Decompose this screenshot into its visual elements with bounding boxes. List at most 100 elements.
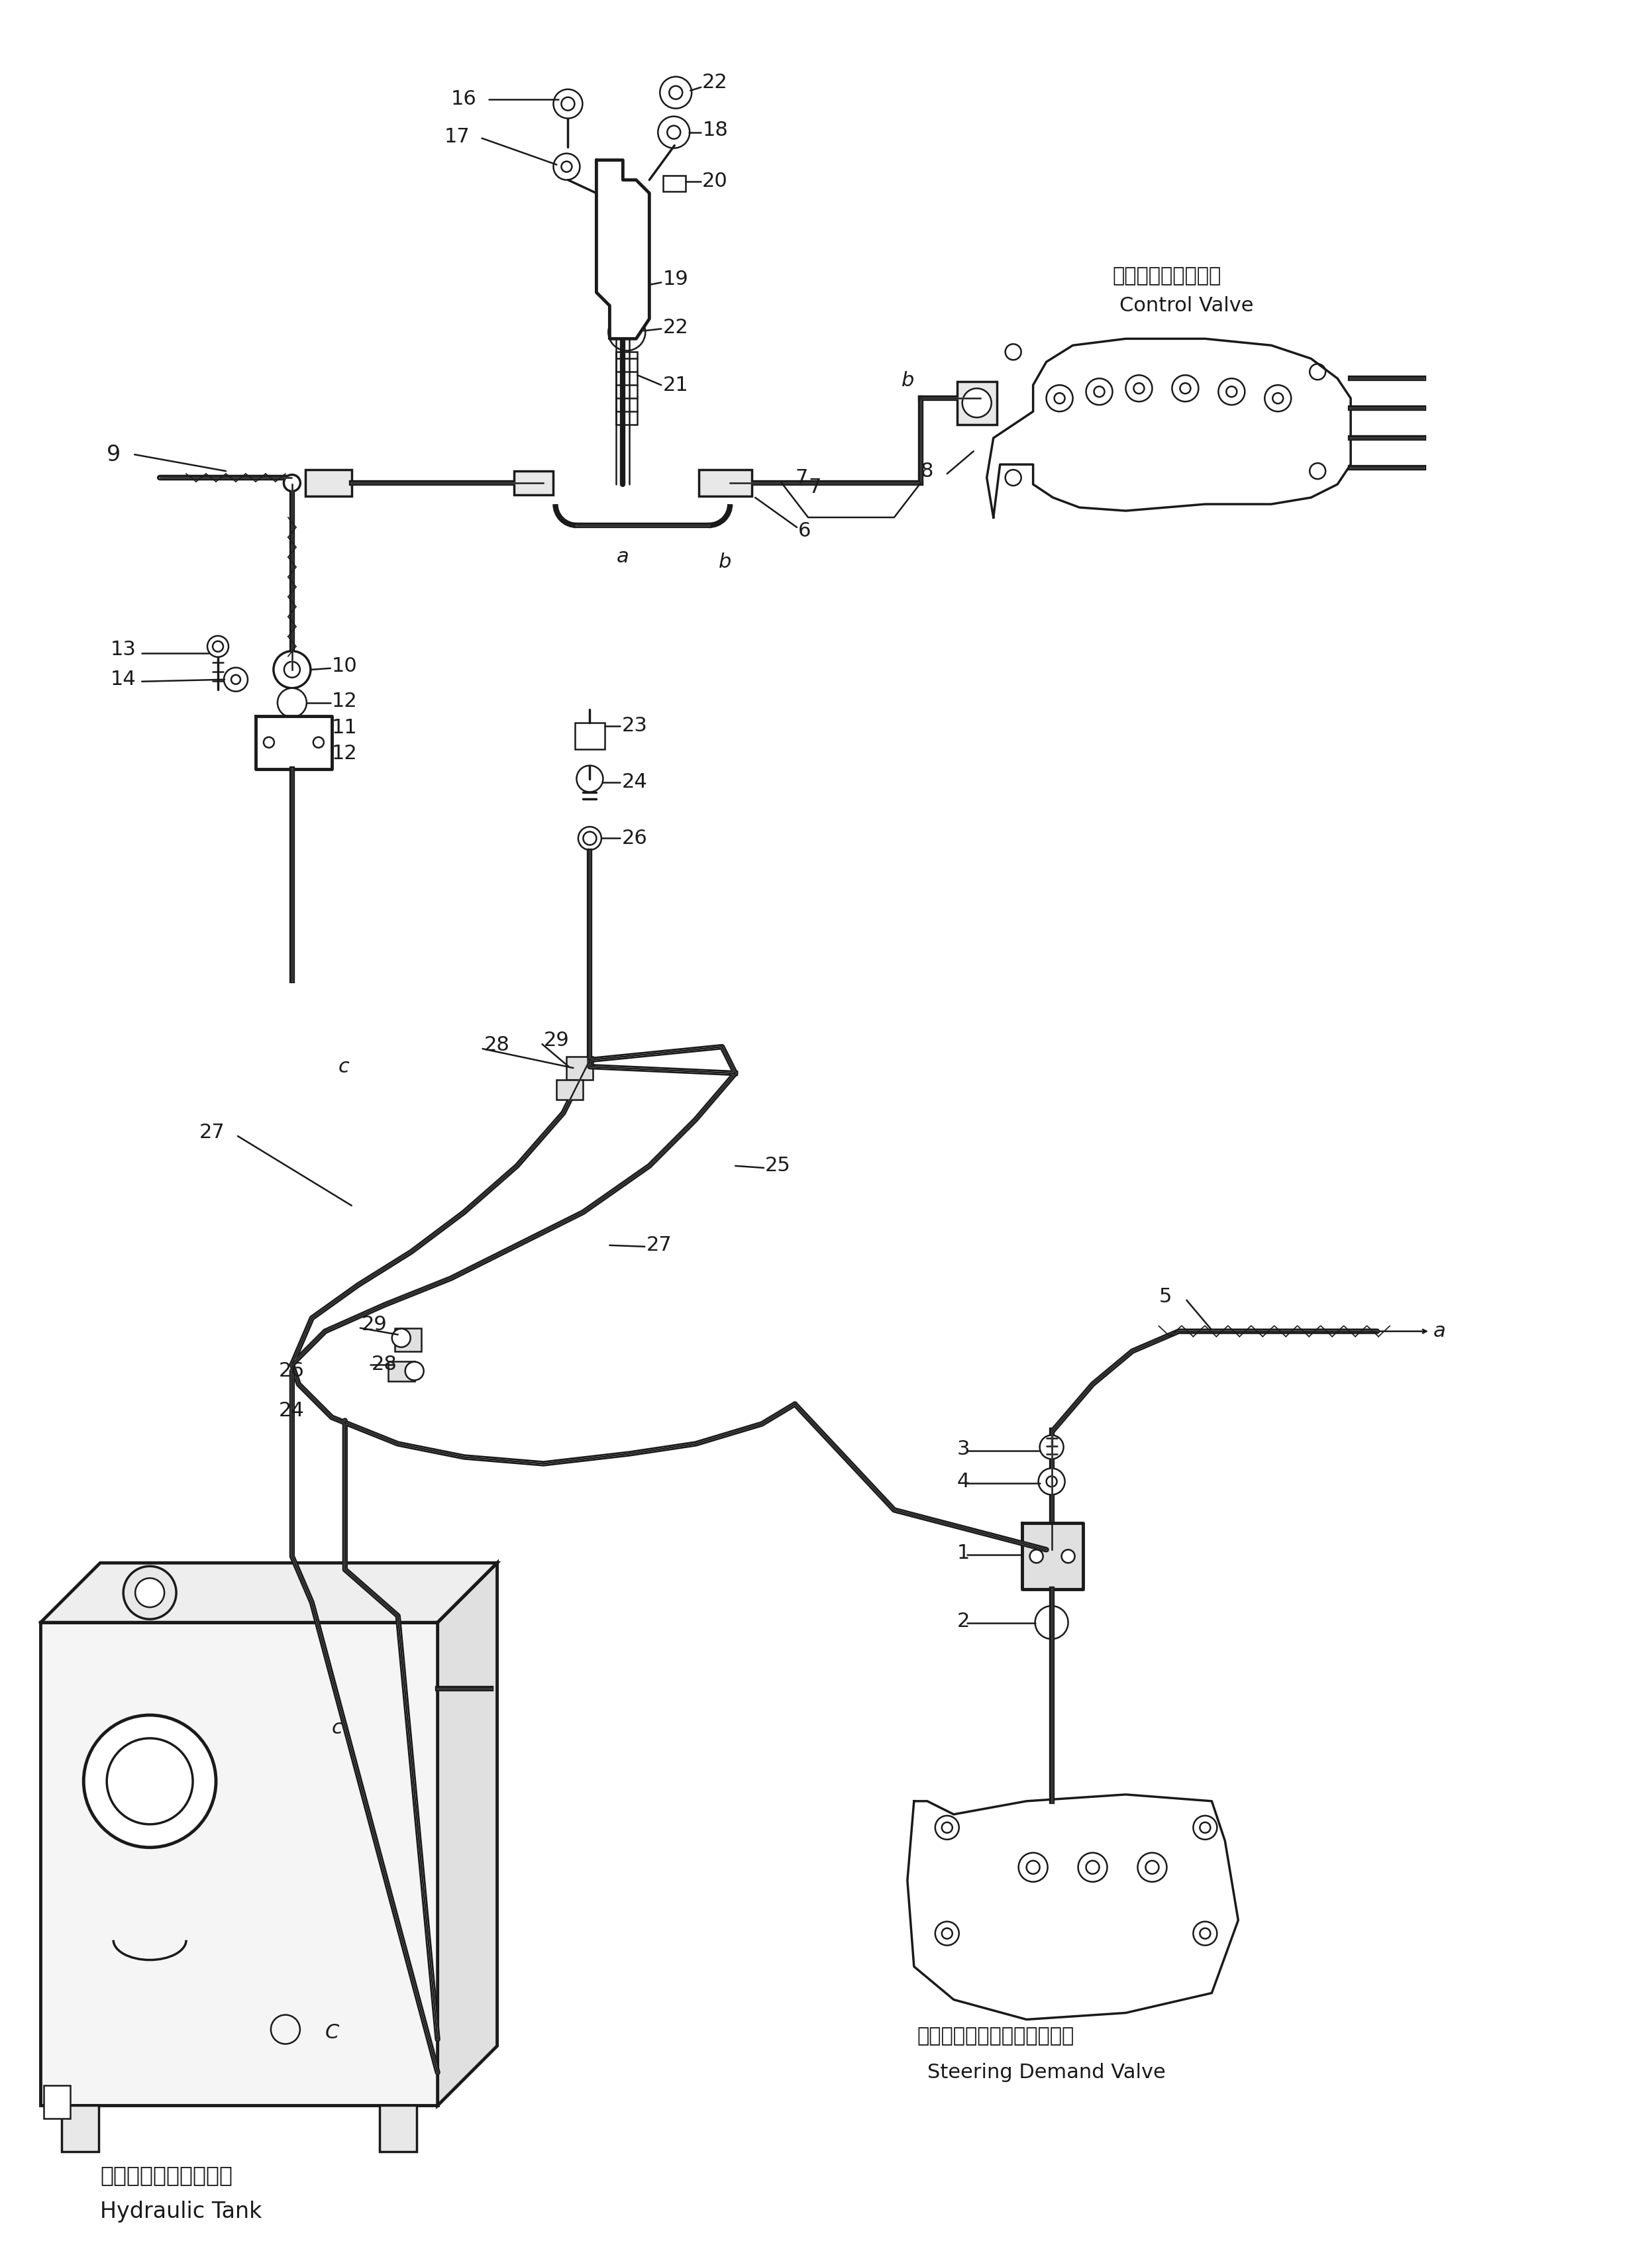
Circle shape — [577, 766, 603, 793]
Text: b: b — [719, 552, 732, 572]
Circle shape — [1036, 1606, 1069, 1638]
Text: ハイドロリックタンク: ハイドロリックタンク — [101, 2165, 233, 2185]
Circle shape — [620, 279, 633, 293]
Text: 21: 21 — [662, 376, 689, 394]
Text: a: a — [616, 547, 629, 568]
Circle shape — [278, 687, 307, 716]
Text: 14: 14 — [111, 669, 135, 689]
Circle shape — [1145, 1861, 1158, 1874]
Polygon shape — [41, 1564, 497, 1622]
Bar — [957, 381, 996, 426]
Circle shape — [562, 97, 575, 110]
Circle shape — [1085, 1861, 1099, 1874]
Circle shape — [1054, 392, 1066, 403]
Circle shape — [942, 1929, 952, 1940]
Circle shape — [667, 126, 681, 140]
Circle shape — [1133, 383, 1145, 394]
Bar — [45, 2086, 71, 2118]
Text: 12: 12 — [332, 743, 357, 764]
Circle shape — [1125, 374, 1151, 401]
Circle shape — [605, 214, 628, 239]
Text: Control Valve: Control Valve — [1118, 295, 1254, 315]
Text: 27: 27 — [646, 1235, 672, 1255]
Circle shape — [1171, 374, 1198, 401]
Text: Steering Demand Valve: Steering Demand Valve — [927, 2064, 1166, 2082]
Bar — [662, 176, 686, 192]
Polygon shape — [986, 338, 1351, 518]
Circle shape — [284, 662, 301, 678]
Text: ステアリングデマンドバルブ: ステアリングデマンドバルブ — [917, 2025, 1074, 2046]
Circle shape — [1006, 469, 1021, 487]
Circle shape — [1079, 1852, 1107, 1881]
Circle shape — [608, 313, 646, 351]
Text: 10: 10 — [332, 656, 357, 676]
Text: 4: 4 — [957, 1471, 970, 1491]
Text: 6: 6 — [798, 520, 811, 541]
Bar — [567, 1057, 593, 1079]
Text: 29: 29 — [362, 1316, 387, 1334]
Circle shape — [1019, 1852, 1047, 1881]
Circle shape — [1138, 1852, 1166, 1881]
Text: 26: 26 — [621, 829, 648, 847]
Text: 3: 3 — [957, 1440, 970, 1458]
Text: 1: 1 — [957, 1543, 970, 1564]
Circle shape — [231, 676, 241, 685]
Ellipse shape — [266, 719, 319, 739]
Circle shape — [264, 737, 274, 748]
Text: 11: 11 — [332, 719, 357, 737]
Circle shape — [669, 86, 682, 99]
Circle shape — [1039, 1469, 1066, 1494]
Polygon shape — [438, 1564, 497, 2107]
Text: 7: 7 — [795, 469, 808, 487]
Circle shape — [225, 667, 248, 692]
Bar — [306, 469, 352, 496]
Circle shape — [1006, 345, 1021, 360]
Circle shape — [553, 90, 583, 119]
Text: 16: 16 — [451, 90, 476, 108]
Text: 18: 18 — [702, 122, 729, 140]
Circle shape — [1265, 385, 1292, 412]
Circle shape — [657, 117, 689, 149]
Text: C: C — [325, 2023, 339, 2041]
Bar — [699, 469, 752, 496]
Circle shape — [314, 737, 324, 748]
Circle shape — [1029, 1550, 1042, 1564]
Text: 29: 29 — [544, 1030, 570, 1050]
Circle shape — [1046, 1476, 1057, 1487]
Circle shape — [1026, 1861, 1039, 1874]
Polygon shape — [256, 716, 332, 768]
Circle shape — [659, 77, 692, 108]
Text: 20: 20 — [702, 171, 729, 192]
Circle shape — [553, 153, 580, 180]
Text: 26: 26 — [279, 1361, 304, 1381]
Text: 24: 24 — [621, 773, 648, 791]
Circle shape — [942, 1823, 952, 1834]
Circle shape — [1039, 1435, 1064, 1460]
Bar — [380, 2107, 416, 2152]
Text: 22: 22 — [662, 318, 689, 338]
Circle shape — [1310, 365, 1325, 381]
Circle shape — [583, 831, 596, 845]
Circle shape — [1062, 1550, 1075, 1564]
Circle shape — [1046, 385, 1072, 412]
Text: 27: 27 — [200, 1124, 225, 1142]
Circle shape — [963, 388, 991, 417]
Bar — [575, 723, 605, 748]
Bar — [388, 1361, 415, 1381]
Ellipse shape — [268, 748, 317, 764]
Bar — [61, 2107, 99, 2152]
Text: 13: 13 — [111, 640, 135, 660]
Text: a: a — [1434, 1323, 1446, 1341]
Circle shape — [1226, 385, 1237, 397]
Text: 2: 2 — [957, 1611, 970, 1631]
Circle shape — [208, 635, 228, 658]
Text: 24: 24 — [279, 1401, 304, 1419]
Ellipse shape — [284, 475, 301, 491]
Text: 17: 17 — [444, 128, 469, 146]
Polygon shape — [907, 1793, 1239, 2019]
Ellipse shape — [578, 827, 601, 849]
Circle shape — [107, 1739, 193, 1825]
Text: b: b — [900, 372, 914, 390]
Text: 12: 12 — [332, 692, 357, 712]
Bar — [616, 351, 638, 426]
